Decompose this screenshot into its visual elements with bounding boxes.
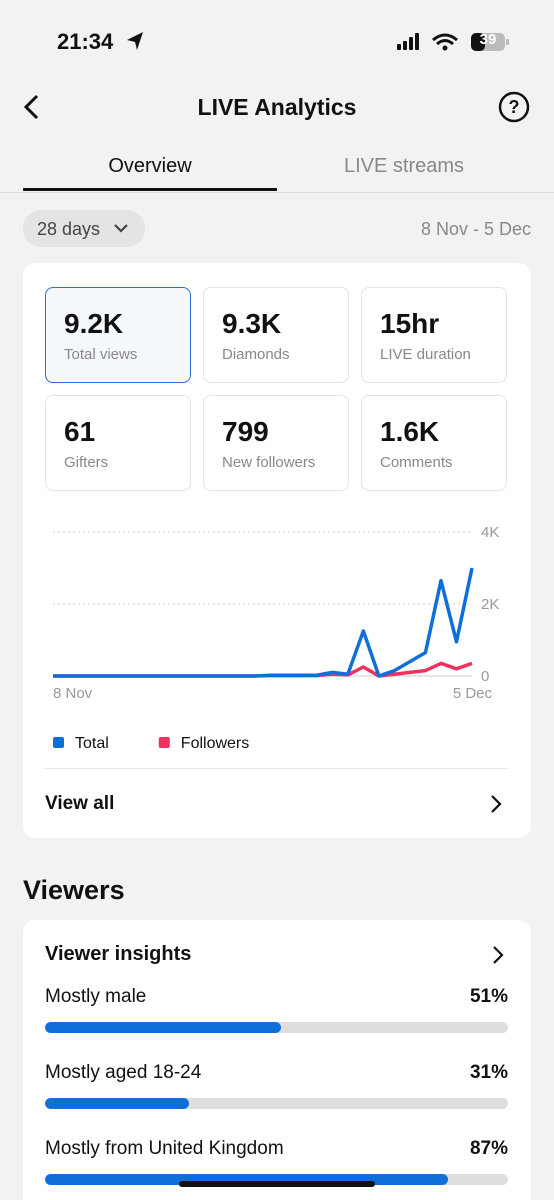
battery-level: 39 bbox=[479, 31, 497, 48]
progress-track bbox=[45, 1174, 508, 1185]
x-tick-label: 8 Nov bbox=[53, 685, 93, 702]
metric-tile[interactable]: 799 New followers bbox=[203, 395, 349, 491]
divider bbox=[0, 192, 554, 193]
card-title[interactable]: Viewer insights bbox=[45, 943, 192, 965]
insight-percent: 51% bbox=[469, 986, 508, 1007]
y-tick-label: 4K bbox=[481, 524, 499, 541]
date-range: 8 Nov - 5 Dec bbox=[420, 219, 531, 239]
back-button[interactable] bbox=[20, 93, 44, 121]
insight-label: Mostly from United Kingdom bbox=[45, 1138, 284, 1159]
dropdown-icon bbox=[114, 224, 128, 233]
insight-label: Mostly male bbox=[45, 986, 147, 1007]
page-title: LIVE Analytics bbox=[197, 94, 357, 120]
svg-text:?: ? bbox=[509, 97, 520, 117]
metric-value: 1.6K bbox=[380, 416, 440, 447]
legend-label: Followers bbox=[181, 735, 249, 752]
viewer-card bbox=[23, 920, 531, 1200]
period-selector[interactable]: 28 days bbox=[23, 210, 145, 247]
progress-bar bbox=[45, 1174, 448, 1185]
progress-track bbox=[45, 1098, 508, 1109]
insight-percent: 87% bbox=[469, 1138, 508, 1159]
metric-label: New followers bbox=[222, 454, 316, 471]
metric-tile[interactable]: 1.6K Comments bbox=[361, 395, 507, 491]
metric-tile[interactable]: 61 Gifters bbox=[45, 395, 191, 491]
metric-label: Total views bbox=[64, 346, 138, 363]
location-icon bbox=[127, 32, 143, 50]
metric-tile[interactable]: 15hr LIVE duration bbox=[361, 287, 507, 383]
metric-value: 61 bbox=[64, 416, 96, 447]
progress-track bbox=[45, 1022, 508, 1033]
y-tick-label: 2K bbox=[481, 596, 499, 613]
tab[interactable]: LIVE streams bbox=[343, 155, 465, 177]
legend-swatch bbox=[53, 737, 64, 748]
metric-value: 15hr bbox=[380, 308, 440, 339]
metric-label: Comments bbox=[380, 454, 453, 471]
metric-value: 9.2K bbox=[64, 308, 124, 339]
line-series bbox=[53, 567, 474, 678]
progress-bar bbox=[45, 1098, 189, 1109]
tab-indicator bbox=[23, 188, 277, 191]
status-icons bbox=[397, 33, 509, 51]
metric-label: LIVE duration bbox=[380, 346, 471, 363]
metric-value: 9.3K bbox=[222, 308, 282, 339]
chart: 0 2K 4K 8 Nov 5 Dec Total Followers bbox=[53, 524, 499, 752]
help-button[interactable]: ? bbox=[498, 91, 530, 123]
insight-label: Mostly aged 18-24 bbox=[45, 1062, 202, 1083]
tab[interactable]: Overview bbox=[108, 155, 192, 177]
metric-label: Diamonds bbox=[222, 346, 290, 363]
metric-tile[interactable]: 9.3K Diamonds bbox=[203, 287, 349, 383]
period-label: 28 days bbox=[37, 219, 101, 239]
chevron-icon bbox=[493, 946, 504, 964]
x-tick-label: 5 Dec bbox=[453, 685, 493, 702]
y-tick-label: 0 bbox=[481, 668, 489, 685]
divider bbox=[45, 768, 508, 769]
metric-label: Gifters bbox=[64, 454, 109, 471]
legend-label: Total bbox=[75, 735, 109, 752]
metric-value: 799 bbox=[222, 416, 269, 447]
view-all-link[interactable]: View all bbox=[45, 793, 115, 814]
home-indicator bbox=[179, 1181, 375, 1187]
status-time: 21:34 bbox=[57, 29, 114, 54]
chevron-icon bbox=[491, 795, 502, 813]
legend-swatch bbox=[158, 737, 170, 748]
insight-percent: 31% bbox=[469, 1062, 508, 1083]
section-title: Viewers bbox=[23, 875, 125, 905]
progress-bar bbox=[45, 1022, 282, 1033]
metric-tile[interactable]: 9.2K Total views bbox=[45, 287, 191, 383]
